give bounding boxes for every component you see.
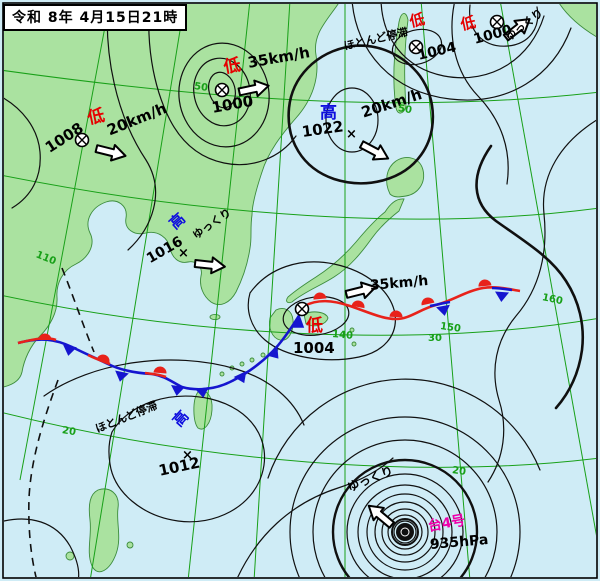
label-grid-20b: 20 [451,465,467,478]
jeju-island [209,313,221,321]
front-east [303,279,521,321]
label-grid-50b: 50 [397,103,413,117]
label-low-ne1: 低 [408,10,427,31]
typhoon-center-icon [391,518,419,546]
luzon-island [88,488,120,573]
label-high-c-x: × [346,127,357,142]
label-grid-30: 30 [428,333,442,344]
trough-lines [28,267,95,577]
label-low-c-pressure: 1004 [293,339,335,357]
label-high-w-x: × [178,246,189,261]
label-high-c: 高 [320,103,337,123]
label-grid-140: 140 [331,329,354,342]
label-low-nc: 低 [222,55,243,78]
label-low-ne2: 低 [459,13,478,34]
pressure-center-symbols [74,14,505,546]
front-west [17,313,305,398]
kyushu-island [269,308,294,341]
label-grid-50a: 50 [193,81,209,94]
shikoku-island [303,311,329,327]
chart-title: 令和 8年 4月15日21時 [3,4,188,31]
label-low-w: 低 [85,105,107,129]
label-high-s-x: × [182,448,193,463]
kamchatka-tip [559,4,596,38]
low-center-icon [214,82,230,98]
hokkaido-island [386,157,425,198]
thick-isobars [287,44,584,410]
honshu-island [286,198,405,304]
asia-continent [4,4,339,388]
label-low-c: 低 [306,316,323,336]
low-center-icon [294,301,310,317]
label-grid-20a: 20 [61,425,77,439]
